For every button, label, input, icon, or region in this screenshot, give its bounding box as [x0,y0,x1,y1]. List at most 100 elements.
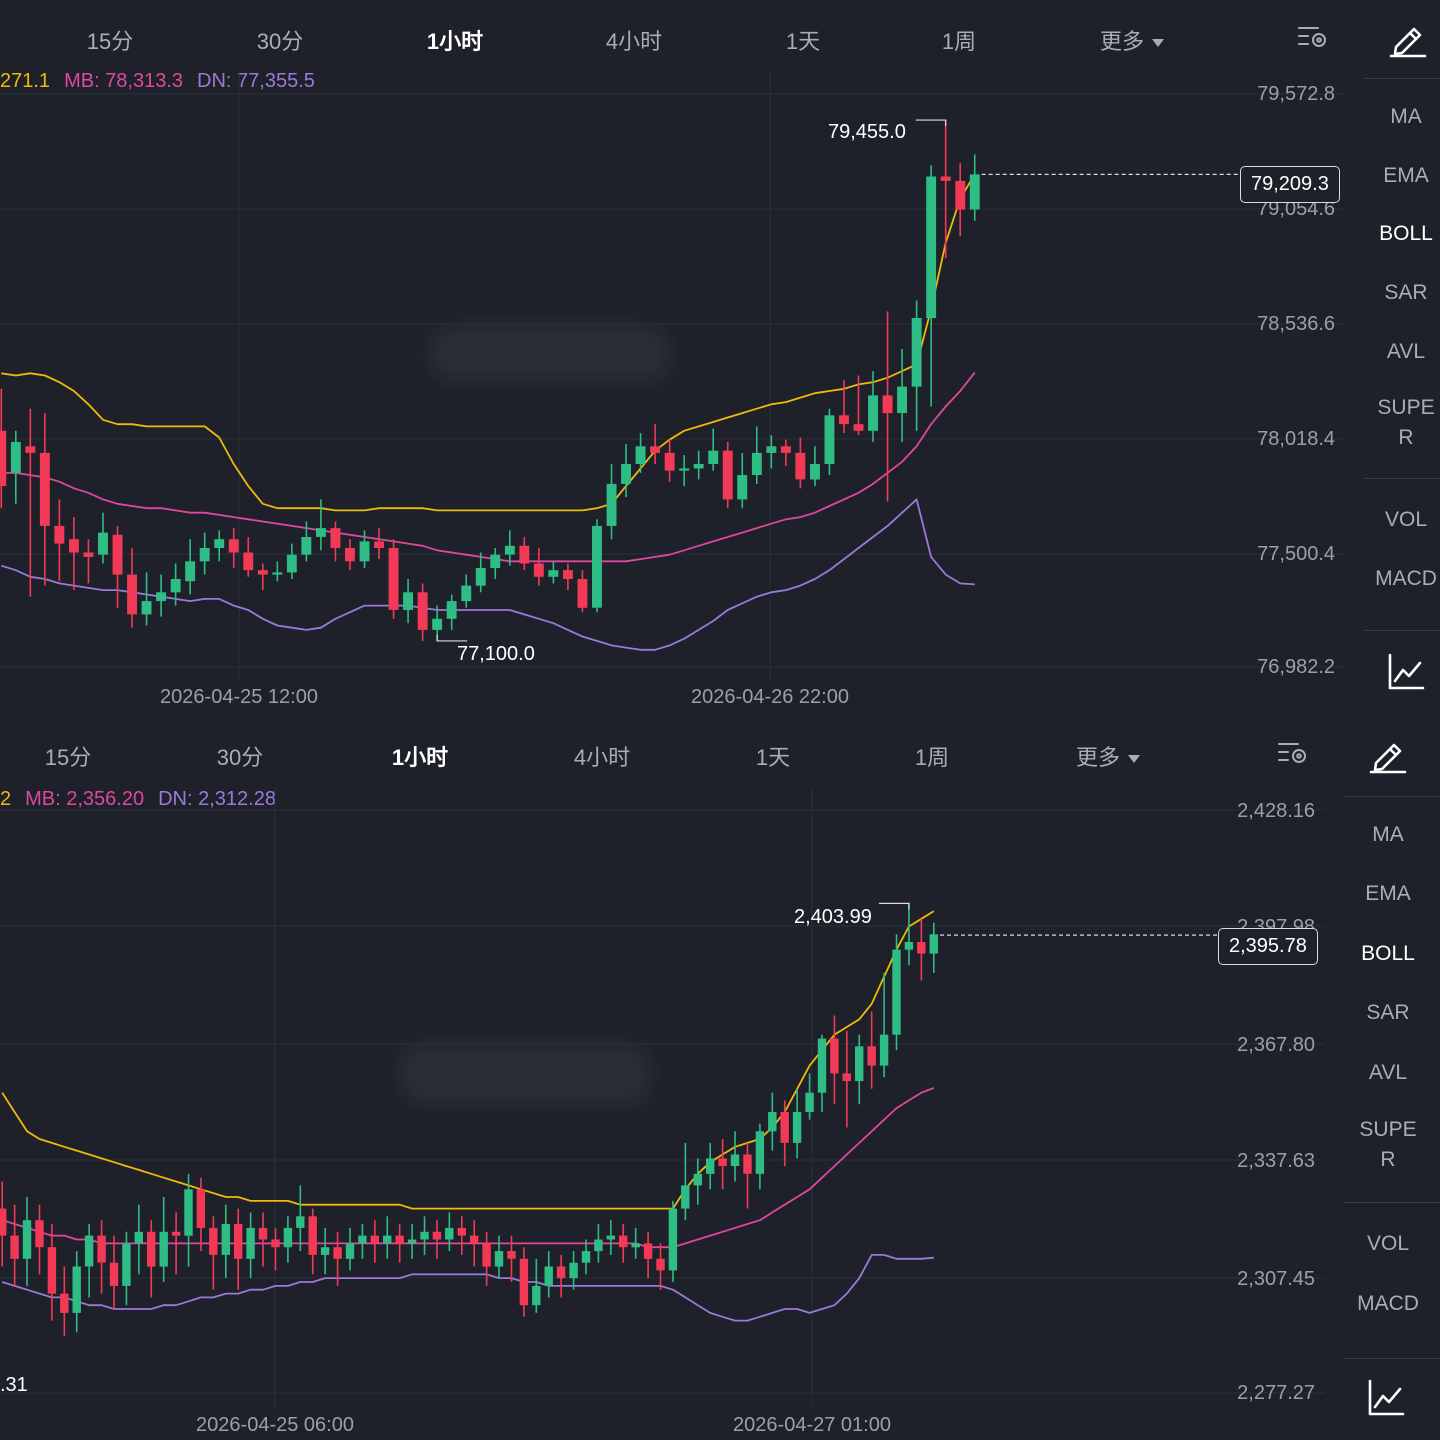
candle-body [842,1073,851,1082]
chart-settings-icon[interactable] [1296,22,1330,52]
candle-body [824,415,835,464]
indicator-boll[interactable]: BOLL [1379,222,1433,245]
high-price-label: 79,455.0 [828,121,906,143]
tab-1w[interactable]: 1周 [941,29,977,54]
candle-body [855,1046,864,1082]
candle-body [544,1266,553,1286]
candle-body [569,1262,578,1279]
indicator-avl[interactable]: AVL [1368,1061,1408,1084]
tab-1d[interactable]: 1天 [785,29,821,54]
tab-4h[interactable]: 4小时 [605,29,663,54]
candle-body [795,452,806,480]
candle-body [594,1239,603,1252]
candle-body [708,450,719,464]
candle-body [432,618,443,630]
candle-body [283,1227,293,1248]
indicator-ma[interactable]: MA [1372,823,1404,846]
candle-body [308,1216,317,1255]
tab-more-label: 更多 [1099,29,1145,54]
tab-1h[interactable]: 1小时 [426,29,484,54]
indicator-ema[interactable]: EMA [1383,164,1429,187]
candle-body [792,1112,802,1143]
candle-body [134,1231,143,1244]
indicator-vol[interactable]: VOL [1384,508,1428,531]
indicator-ema[interactable]: EMA [1365,882,1411,905]
tab-15m[interactable]: 15分 [44,745,92,770]
pencil-draw-icon[interactable] [1368,736,1408,774]
tab-4h[interactable]: 4小时 [573,745,631,770]
legend-mb-value: MB: 78,313.3 [64,70,184,92]
candle-body [619,1235,628,1248]
tab-1h[interactable]: 1小时 [391,745,449,770]
candle-body [185,561,196,582]
candle-body [631,1243,640,1248]
side-divider [1344,1202,1440,1203]
side-divider [1364,630,1440,631]
candle-body [127,574,137,615]
candle-body [868,395,878,431]
candle-body [668,1208,678,1271]
candle-body [563,570,573,579]
y-axis-label: 2,367.80 [1237,1034,1315,1056]
x-axis-label: 2026-04-26 22:00 [691,686,849,708]
candlestick-chart-1[interactable] [0,0,1345,690]
indicator-macd[interactable]: MACD [1375,567,1437,590]
candle-body [403,592,413,610]
y-axis-label: 2,337.63 [1237,1150,1315,1172]
candle-body [47,1247,57,1294]
line-chart-icon[interactable] [1386,652,1426,692]
candle-body [320,1247,330,1255]
tab-1w[interactable]: 1周 [914,745,950,770]
current-price-box: 2,395.78 [1218,928,1318,965]
legend-dn-value: DN: 77,355.5 [197,70,315,92]
indicator-macd[interactable]: MACD [1357,1292,1419,1315]
candle-body [25,446,36,453]
indicator-avl[interactable]: AVL [1386,340,1426,363]
candle-body [257,570,268,575]
tab-15m[interactable]: 15分 [86,29,134,54]
indicator-sar[interactable]: SAR [1384,281,1428,304]
candle-body [60,1293,69,1313]
line-chart-icon[interactable] [1366,1378,1406,1418]
candle-body [722,450,733,500]
candle-body [592,525,602,608]
indicator-super[interactable]: SUPER [1359,1118,1417,1171]
candle-body [209,1227,218,1255]
tab-30m[interactable]: 30分 [216,745,264,770]
candle-body [693,464,704,469]
candle-body [681,1185,690,1209]
indicator-sar[interactable]: SAR [1366,1001,1410,1024]
candle-body [83,552,94,557]
candle-body [420,1231,429,1240]
indicator-boll[interactable]: BOLL [1361,942,1415,965]
candle-body [296,1216,305,1228]
indicator-vol[interactable]: VOL [1366,1232,1410,1255]
candle-body [457,1227,466,1236]
candle-body [706,1158,715,1174]
candle-body [969,174,980,210]
candle-body [853,424,864,431]
tab-more[interactable]: 更多 [1076,740,1141,772]
candle-body [897,386,907,414]
candle-body [35,1220,44,1248]
candle-body [432,1231,442,1240]
candle-body [621,464,631,484]
candle-body [358,1235,367,1244]
candle-body [650,446,660,453]
candle-body [940,176,951,181]
candle-body [122,1243,131,1286]
boll-upper-line [1,174,976,512]
candle-body [867,1046,876,1066]
high-price-label: 2,403.99 [794,906,872,928]
candlestick-chart-2[interactable] [0,718,1325,1418]
indicator-super[interactable]: SUPER [1377,396,1435,449]
pencil-draw-icon[interactable] [1388,20,1428,58]
tab-30m[interactable]: 30分 [256,29,304,54]
x-axis-label: 2026-04-27 01:00 [733,1414,891,1436]
candle-body [533,563,544,577]
indicator-ma[interactable]: MA [1390,105,1422,128]
chart-settings-icon[interactable] [1276,738,1310,768]
y-axis-label: 79,572.8 [1257,83,1335,105]
tab-1d[interactable]: 1天 [755,745,791,770]
tab-more[interactable]: 更多 [1099,24,1165,56]
